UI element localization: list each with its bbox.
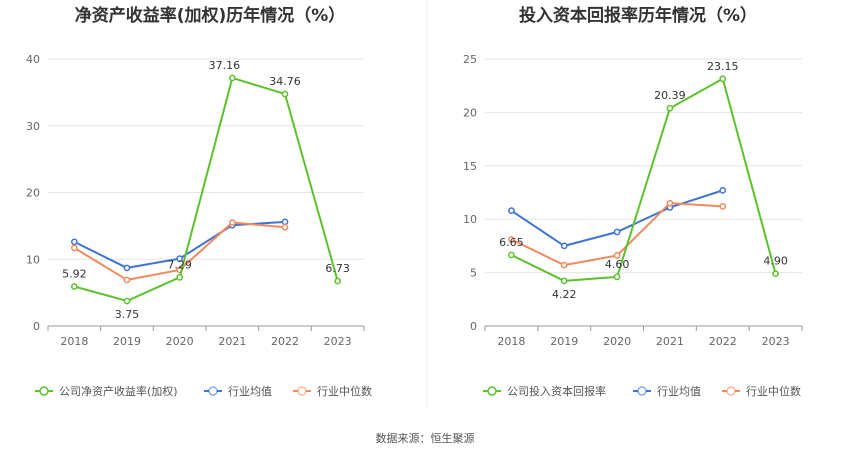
x-tick-label: 2020 bbox=[603, 335, 631, 348]
series-line bbox=[510, 77, 777, 282]
data-point bbox=[176, 273, 184, 281]
data-point bbox=[228, 219, 236, 226]
data-point bbox=[70, 244, 78, 252]
y-tick-label: 25 bbox=[463, 53, 477, 66]
series-line bbox=[74, 76, 339, 302]
data-point bbox=[508, 236, 515, 243]
data-point bbox=[334, 277, 342, 285]
data-point bbox=[613, 252, 621, 259]
x-tick-label: 2020 bbox=[166, 335, 194, 348]
data-point bbox=[70, 238, 78, 246]
data-point bbox=[719, 187, 727, 194]
data-point bbox=[123, 264, 131, 272]
series-line bbox=[510, 189, 724, 247]
data-label: 7.29 bbox=[167, 258, 192, 271]
y-tick-label: 15 bbox=[463, 160, 477, 173]
x-tick-label: 2022 bbox=[709, 335, 737, 348]
data-point bbox=[613, 273, 621, 281]
data-label: 37.16 bbox=[209, 59, 241, 72]
legend-swatch-marker bbox=[726, 386, 736, 396]
x-tick-label: 2022 bbox=[271, 335, 299, 348]
data-label: 5.92 bbox=[62, 267, 87, 280]
x-tick-label: 2018 bbox=[497, 335, 525, 348]
data-point bbox=[719, 203, 727, 210]
legend-swatch-marker bbox=[637, 386, 647, 396]
data-point bbox=[281, 223, 289, 231]
x-tick-label: 2021 bbox=[656, 335, 684, 348]
data-label: 34.76 bbox=[269, 75, 301, 88]
y-tick-label: 5 bbox=[470, 267, 477, 280]
data-source-label: 数据来源：恒生聚源 bbox=[376, 431, 475, 445]
roe-chart: 净资产收益率(加权)历年情况（%） 0 10 20 30 40 2018 2019 2020 20… bbox=[26, 5, 372, 398]
data-point bbox=[613, 228, 621, 236]
x-tick-label: 2019 bbox=[113, 335, 141, 348]
y-tick-label: 30 bbox=[26, 120, 40, 133]
roic-chart: 投入资本回报率历年情况（%） 0 5 10 15 20 25 2018 2019 2020 2021… bbox=[463, 5, 803, 398]
y-tick-label: 20 bbox=[26, 187, 40, 200]
x-tick-label: 2023 bbox=[324, 335, 352, 348]
legend-label: 行业均值 bbox=[657, 385, 701, 398]
legend-label: 行业均值 bbox=[228, 385, 272, 398]
y-tick-label: 40 bbox=[26, 53, 40, 66]
y-tick-label: 10 bbox=[26, 253, 40, 266]
legend-label: 公司净资产收益率(加权) bbox=[59, 384, 178, 398]
data-point bbox=[123, 297, 131, 305]
data-point bbox=[508, 207, 515, 215]
y-tick-label: 20 bbox=[463, 106, 477, 119]
legend-swatch-marker bbox=[297, 386, 307, 396]
data-point bbox=[508, 251, 515, 259]
legend-label: 行业中位数 bbox=[317, 384, 372, 398]
data-point bbox=[560, 242, 568, 250]
legend-swatch-marker bbox=[208, 386, 218, 396]
data-point bbox=[228, 74, 236, 82]
data-point bbox=[666, 199, 674, 207]
data-point bbox=[772, 270, 779, 278]
x-tick-label: 2021 bbox=[218, 335, 246, 348]
data-point bbox=[666, 104, 674, 112]
data-label: 6.65 bbox=[499, 236, 524, 249]
data-point bbox=[123, 276, 131, 284]
x-tick-label: 2023 bbox=[762, 335, 790, 348]
data-point bbox=[281, 218, 289, 226]
chart-title: 净资产收益率(加权)历年情况（%） bbox=[75, 5, 346, 26]
data-point bbox=[176, 255, 184, 262]
data-label: 4.60 bbox=[605, 258, 630, 271]
x-tick-label: 2019 bbox=[550, 335, 578, 348]
data-label: 20.39 bbox=[654, 89, 686, 102]
y-tick-label: 0 bbox=[470, 320, 477, 333]
data-label: 4.22 bbox=[552, 288, 577, 301]
legend-label: 公司投入资本回报率 bbox=[507, 384, 606, 398]
x-tick-label: 2018 bbox=[60, 335, 88, 348]
y-tick-label: 10 bbox=[463, 213, 477, 226]
legend-swatch-marker bbox=[487, 386, 497, 396]
data-label: 23.15 bbox=[707, 60, 739, 73]
legend-swatch-marker bbox=[39, 386, 49, 396]
data-label: 3.75 bbox=[115, 308, 140, 321]
data-point bbox=[281, 90, 289, 98]
data-point bbox=[560, 277, 568, 285]
data-label: 6.73 bbox=[325, 262, 350, 275]
data-label: 4.90 bbox=[763, 255, 788, 268]
data-point bbox=[719, 75, 727, 83]
data-point bbox=[560, 261, 568, 269]
chart-title: 投入资本回报率历年情况（%） bbox=[519, 5, 757, 26]
legend-label: 行业中位数 bbox=[746, 384, 801, 398]
y-tick-label: 0 bbox=[33, 320, 40, 333]
data-point bbox=[70, 283, 78, 290]
